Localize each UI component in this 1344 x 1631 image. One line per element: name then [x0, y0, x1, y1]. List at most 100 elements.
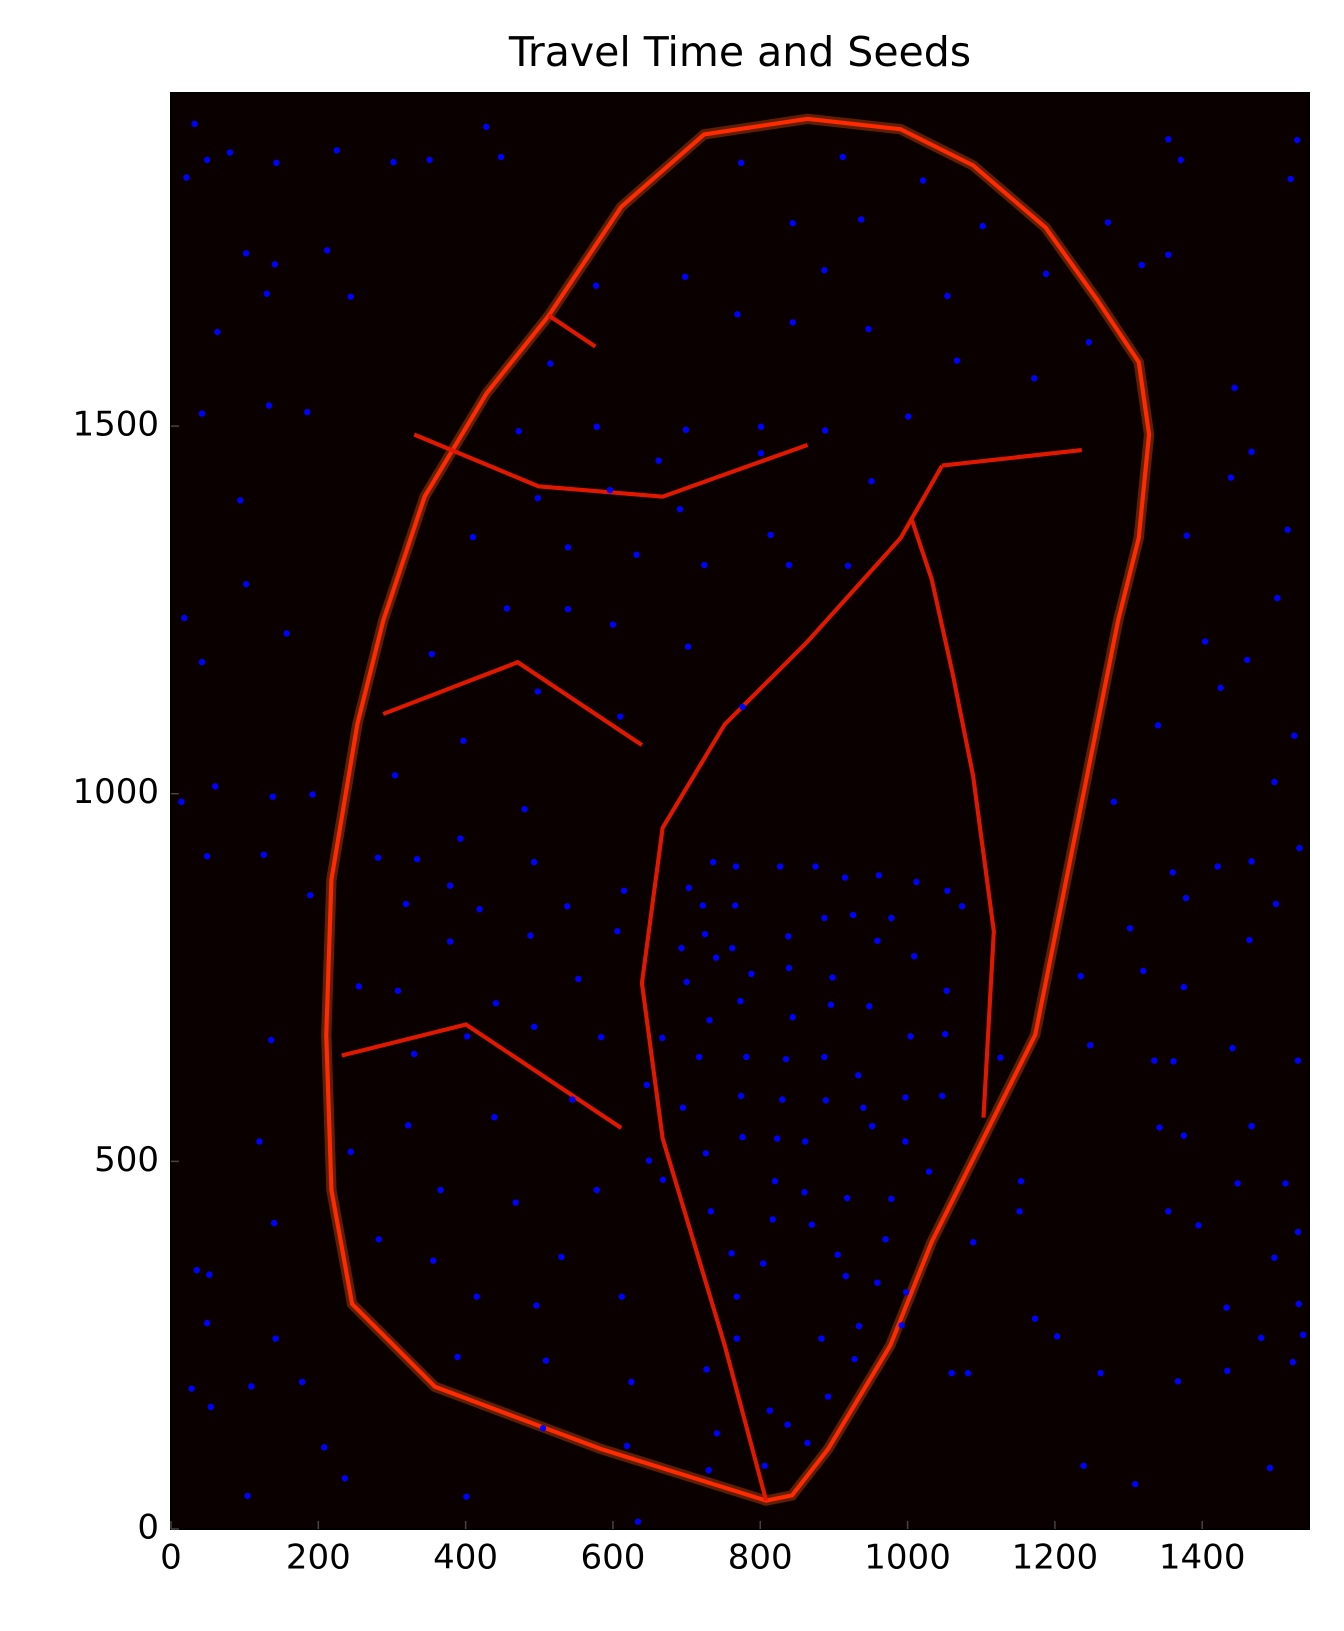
seed-point [394, 987, 402, 994]
seed-point [737, 159, 745, 167]
seed-point [701, 930, 709, 938]
seed-point [734, 311, 741, 318]
seed-point [655, 457, 662, 464]
seed-point [483, 123, 490, 131]
seed-point [953, 357, 961, 364]
seed-point [564, 605, 572, 613]
seed-point [1126, 925, 1134, 932]
seed-point [913, 878, 920, 886]
seed-point [634, 1518, 642, 1525]
seed-point [919, 177, 927, 184]
seed-point [265, 402, 273, 409]
seed-point [1195, 1222, 1202, 1229]
seed-point [256, 1138, 263, 1145]
seed-point [564, 903, 571, 910]
seed-point [430, 1257, 437, 1264]
seed-point [270, 1219, 278, 1227]
seed-point [1031, 1315, 1039, 1322]
seed-point [542, 1357, 550, 1364]
seed-point [767, 531, 774, 539]
seed-point [375, 1236, 382, 1243]
seed-point [244, 1492, 251, 1500]
seed-point [237, 497, 244, 504]
seed-point [391, 772, 399, 779]
seed-point [801, 1189, 808, 1196]
seed-point [944, 887, 951, 894]
seed-point [1174, 1378, 1182, 1385]
seed-point [304, 408, 311, 416]
seed-point [530, 858, 538, 866]
seed-point [569, 1096, 576, 1103]
seed-point [592, 282, 600, 289]
seed-point [1271, 778, 1278, 786]
seed-point [1165, 136, 1172, 143]
seed-point [1097, 1369, 1104, 1377]
seed-point [860, 1104, 867, 1111]
seed-point [685, 884, 693, 892]
seed-point [534, 688, 542, 695]
seed-point [782, 1055, 790, 1063]
seed-point [902, 1289, 910, 1296]
seed-point [1234, 1180, 1241, 1187]
seed-point [628, 1378, 635, 1386]
seed-point [1165, 251, 1172, 258]
seed-point [428, 650, 435, 658]
seed-point [941, 1030, 949, 1038]
seed-point [463, 1493, 470, 1500]
seed-point [843, 1194, 851, 1202]
seed-point [1031, 375, 1038, 382]
seed-point [1284, 526, 1291, 533]
seed-point [1296, 844, 1303, 852]
seed-point [705, 1466, 712, 1474]
seed-point [737, 1092, 745, 1100]
seed-point [874, 1279, 881, 1286]
seed-point [207, 1403, 214, 1411]
seed-point [620, 887, 628, 894]
seed-point [1151, 1057, 1158, 1064]
seed-point [575, 975, 582, 983]
seed-point [905, 413, 912, 420]
x-tick-label: 200 [286, 1538, 351, 1578]
seed-point [203, 853, 211, 860]
seed-point [659, 1176, 667, 1183]
seed-point [1156, 1124, 1163, 1131]
seed-point [821, 1053, 828, 1061]
seed-point [503, 605, 511, 612]
cell-walls [341, 313, 1083, 1502]
seed-point [476, 905, 483, 913]
seed-point [709, 858, 717, 866]
seed-point [678, 944, 685, 952]
seed-point [757, 450, 765, 457]
seed-point [773, 1135, 781, 1142]
seed-point [623, 1442, 631, 1450]
seed-point [882, 1236, 889, 1243]
seed-point [198, 658, 206, 666]
seed-point [1299, 1331, 1307, 1339]
seed-point [676, 505, 684, 513]
seed-point [761, 1462, 768, 1469]
seed-point [512, 1199, 519, 1206]
seed-point [178, 798, 185, 806]
seed-point [633, 551, 640, 558]
seed-point [1104, 219, 1112, 226]
seed-point [757, 423, 765, 431]
seed-point [1287, 175, 1294, 183]
seed-point [547, 360, 554, 367]
seed-point [827, 1001, 835, 1008]
seed-point [203, 156, 211, 164]
seed-point [593, 423, 600, 431]
y-tick-label: 0 [137, 1508, 159, 1548]
seed-point [188, 1385, 195, 1392]
seed-point [564, 544, 572, 551]
seed-point [938, 1092, 946, 1100]
seed-point [242, 250, 250, 257]
seed-point [712, 954, 720, 961]
outline [324, 116, 1152, 1503]
seed-point [1110, 798, 1118, 806]
seed-point [1080, 1462, 1087, 1469]
seed-point [454, 1353, 461, 1361]
seed-point [737, 997, 744, 1005]
seed-point [269, 793, 276, 800]
seed-point [283, 630, 290, 637]
seed-point [822, 1097, 830, 1104]
